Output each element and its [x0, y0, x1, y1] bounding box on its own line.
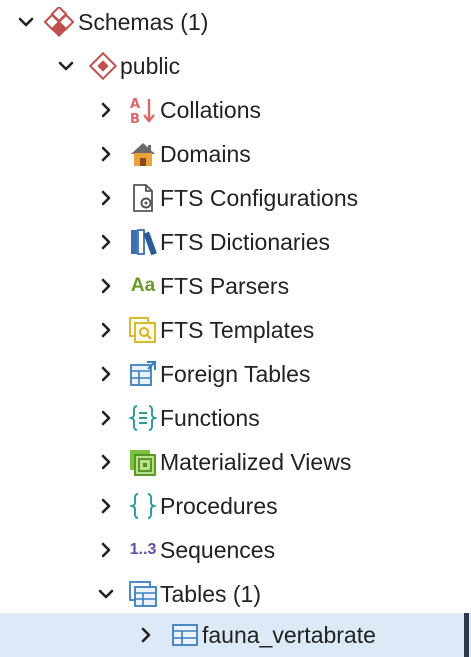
chevron-right-icon[interactable]: [98, 542, 114, 558]
tree-node-public[interactable]: public: [0, 44, 471, 88]
tree-node-materialized-views[interactable]: Materialized Views: [0, 440, 471, 484]
chevron-right-icon[interactable]: [98, 234, 114, 250]
tree-node-label: public: [120, 53, 181, 79]
svg-text:B: B: [130, 112, 140, 125]
tree-node-foreign-tables[interactable]: Foreign Tables: [0, 352, 471, 396]
tree-node-procedures[interactable]: Procedures: [0, 484, 471, 528]
chevron-right-icon[interactable]: [98, 410, 114, 426]
collation-icon: A B: [130, 97, 155, 125]
fts-template-icon: [129, 317, 156, 343]
tree-node-table-fauna-vertabrate[interactable]: fauna_vertabrate: [0, 613, 471, 657]
tree-node-fts-parsers[interactable]: Aa FTS Parsers: [0, 264, 471, 308]
tree-node-label: fauna_vertabrate: [202, 622, 376, 648]
chevron-right-icon[interactable]: [98, 498, 114, 514]
tree-node-label: Materialized Views: [160, 449, 352, 475]
chevron-right-icon[interactable]: [98, 454, 114, 470]
tree-node-fts-configurations[interactable]: FTS Configurations: [0, 176, 471, 220]
tree-node-collations[interactable]: A B Collations: [0, 88, 471, 132]
sequence-icon: 1..3: [129, 541, 157, 558]
chevron-down-icon[interactable]: [98, 586, 114, 602]
function-icon: [128, 405, 158, 431]
domain-icon: [131, 143, 155, 166]
chevron-right-icon[interactable]: [138, 627, 154, 643]
chevron-right-icon[interactable]: [98, 366, 114, 382]
chevron-right-icon[interactable]: [98, 278, 114, 294]
tree-node-label: Domains: [160, 141, 251, 167]
chevron-right-icon[interactable]: [98, 102, 114, 118]
schema-icon: [88, 51, 118, 81]
tree-node-label: Schemas (1): [78, 9, 209, 35]
tree-node-schemas[interactable]: Schemas (1): [0, 0, 471, 44]
tree-node-label: Sequences: [160, 537, 276, 563]
procedure-icon: [128, 493, 158, 519]
tree-node-label: Foreign Tables: [160, 361, 311, 387]
tree-node-fts-dictionaries[interactable]: FTS Dictionaries: [0, 220, 471, 264]
tree-node-fts-templates[interactable]: FTS Templates: [0, 308, 471, 352]
tree-node-functions[interactable]: Functions: [0, 396, 471, 440]
tree-node-label: Functions: [160, 405, 260, 431]
tables-icon: [129, 581, 157, 607]
svg-text:A: A: [130, 97, 140, 112]
tree-node-label: Procedures: [160, 493, 278, 519]
chevron-right-icon[interactable]: [98, 146, 114, 162]
fts-configuration-icon: [133, 184, 153, 212]
chevron-right-icon[interactable]: [98, 322, 114, 338]
chevron-right-icon[interactable]: [98, 190, 114, 206]
scrollbar-thumb[interactable]: [464, 613, 469, 657]
materialized-view-icon: [130, 450, 156, 476]
tree-node-sequences[interactable]: 1..3 Sequences: [0, 528, 471, 572]
schemas-icon: [44, 7, 74, 37]
fts-parser-icon: Aa: [130, 275, 156, 296]
tree-node-label: FTS Parsers: [160, 273, 290, 299]
table-icon: [172, 624, 198, 646]
tree-node-domains[interactable]: Domains: [0, 132, 471, 176]
foreign-table-icon: [130, 361, 156, 386]
chevron-down-icon[interactable]: [58, 58, 74, 74]
tree-node-tables[interactable]: Tables (1): [0, 572, 471, 616]
tree-node-label: FTS Templates: [160, 317, 315, 343]
tree-node-label: Collations: [160, 97, 261, 123]
tree-node-label: Tables (1): [160, 581, 261, 607]
chevron-down-icon[interactable]: [18, 14, 34, 30]
fts-dictionary-icon: [131, 229, 157, 256]
tree-node-label: FTS Dictionaries: [160, 229, 330, 255]
tree-node-label: FTS Configurations: [160, 185, 359, 211]
